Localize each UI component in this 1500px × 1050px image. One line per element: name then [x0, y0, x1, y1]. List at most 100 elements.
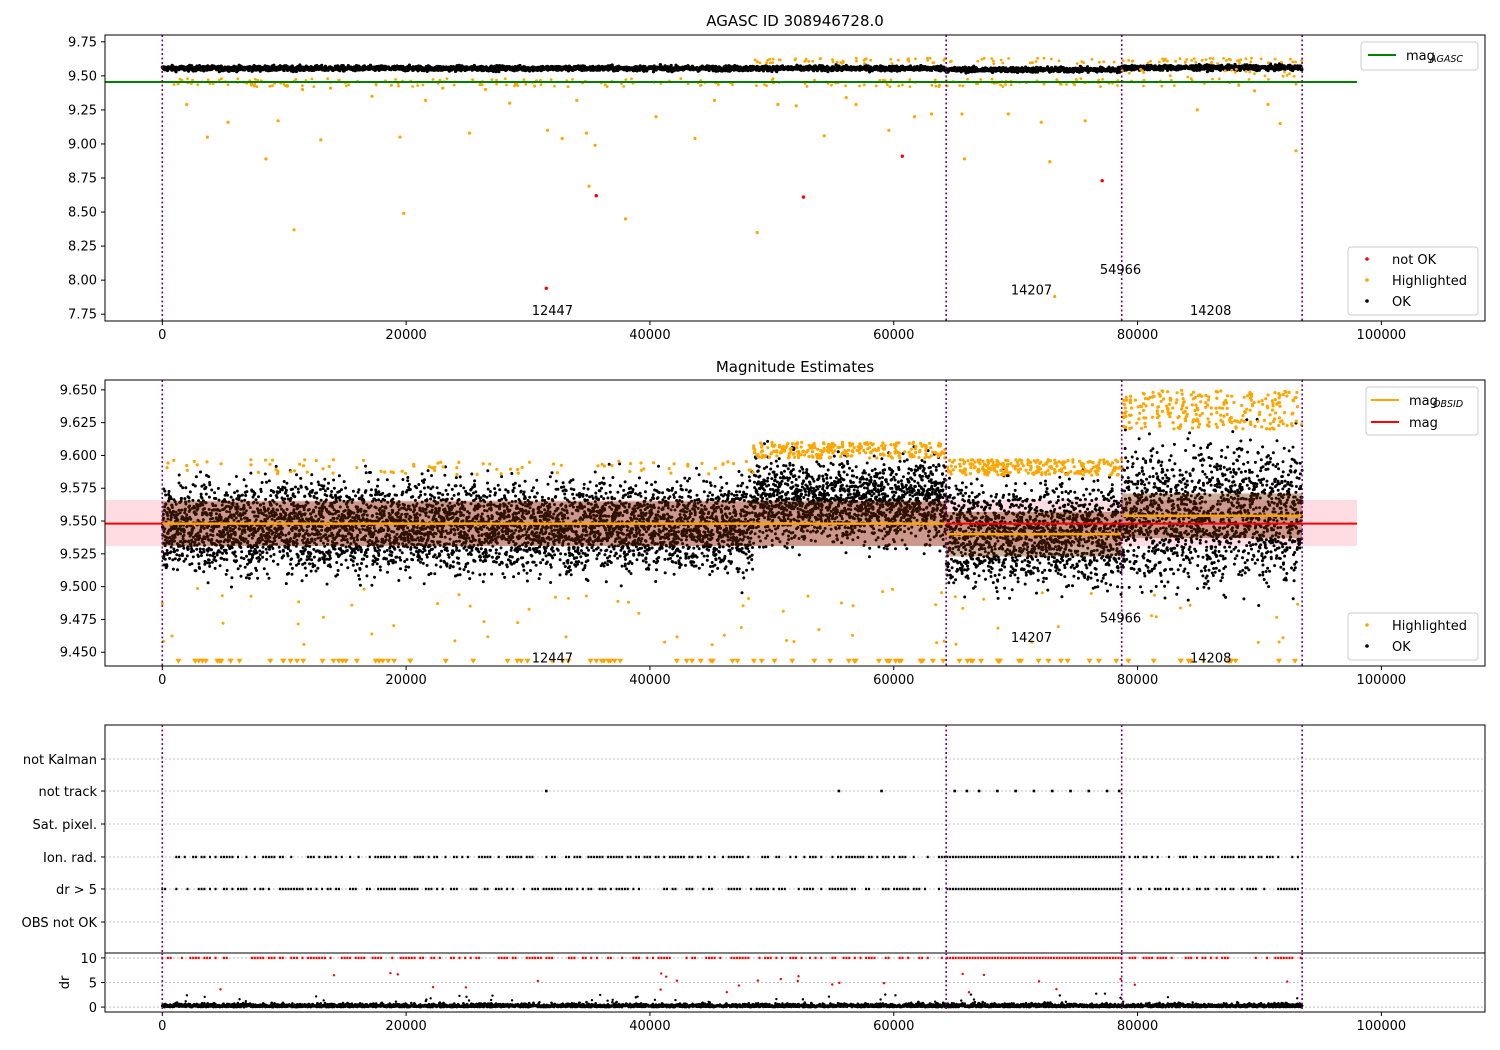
ok-point [217, 70, 221, 74]
ok-point [289, 562, 292, 566]
ok-point [268, 547, 271, 551]
ok-point [267, 576, 271, 580]
highlighted-point [926, 59, 930, 62]
ok-point [259, 490, 263, 493]
ok-point [193, 484, 197, 488]
highlighted-point [1174, 59, 1178, 63]
obsid-label: 14208 [1190, 304, 1231, 319]
ok-point [247, 576, 251, 580]
highlighted-point [1291, 60, 1295, 64]
ok-point [190, 562, 194, 566]
ok-point [224, 572, 228, 576]
ok-point [280, 488, 284, 492]
highlighted-point [1157, 60, 1161, 64]
highlighted-point [370, 94, 374, 98]
highlighted-point [1192, 57, 1196, 60]
highlighted-point [1235, 67, 1238, 71]
ok-point [168, 556, 172, 560]
highlighted-point [1001, 61, 1005, 65]
ok-point [235, 559, 238, 563]
highlighted-point [1249, 60, 1253, 64]
ok-point [169, 550, 173, 554]
ok-point [265, 480, 268, 484]
highlighted-point [539, 83, 543, 86]
highlighted-point [934, 84, 938, 88]
legend-mag-agasc-subscript: AGASC [1429, 54, 1463, 65]
highlighted-point [770, 78, 774, 82]
ok-point [291, 492, 295, 496]
ok-point [257, 495, 260, 499]
highlighted-point [1121, 59, 1125, 63]
ok-point [283, 497, 287, 501]
ok-point [248, 552, 251, 556]
ok-point [225, 558, 229, 562]
highlighted-point [1006, 112, 1010, 116]
ok-point [192, 549, 195, 553]
ok-point [1085, 65, 1090, 69]
ok-point [175, 553, 179, 557]
highlighted-point [513, 84, 516, 88]
highlighted-point [310, 77, 314, 81]
highlighted-point [630, 77, 633, 81]
legend-entry-label: OK [1392, 295, 1411, 310]
highlighted-point [445, 77, 449, 80]
highlighted-point [776, 102, 780, 107]
ok-point [188, 490, 192, 494]
agasc-xtick-label: 40000 [629, 328, 670, 343]
ok-point [194, 569, 198, 573]
highlighted-point [1057, 59, 1061, 63]
highlighted-point [854, 56, 858, 60]
highlighted-point [1250, 56, 1253, 60]
highlighted-point [1090, 57, 1094, 61]
ok-point [173, 550, 177, 553]
obsid-label: 12447 [532, 304, 573, 319]
ok-point [218, 564, 222, 568]
highlighted-point [855, 59, 858, 63]
ok-point [269, 494, 273, 498]
ok-point [297, 490, 300, 494]
ok-point [179, 496, 183, 500]
ok-point [216, 486, 220, 490]
highlighted-point [1244, 70, 1248, 73]
legend-point-swatch [1365, 278, 1369, 282]
highlighted-point [1127, 59, 1130, 62]
highlighted-point [1244, 57, 1248, 61]
ok-point [225, 551, 228, 555]
highlighted-point [1204, 58, 1208, 61]
highlighted-point [319, 138, 323, 142]
ok-point [249, 471, 253, 475]
ok-point [207, 475, 211, 479]
ok-point [296, 487, 300, 491]
highlighted-point [1075, 62, 1079, 65]
highlighted-point [1183, 61, 1187, 64]
not-ok-point [594, 194, 598, 198]
ok-point [198, 547, 202, 551]
highlighted-point [1237, 83, 1240, 87]
highlighted-point [605, 85, 609, 88]
ok-point [271, 547, 275, 550]
highlighted-point [1079, 77, 1083, 80]
highlighted-point [312, 85, 316, 88]
highlighted-point [276, 119, 280, 123]
ok-point [210, 488, 214, 492]
ok-point [202, 550, 206, 554]
highlighted-point [763, 83, 766, 86]
ok-point [293, 495, 297, 499]
ok-point [235, 489, 239, 493]
agasc-xtick-label: 80000 [1117, 328, 1158, 343]
ok-point [200, 496, 204, 500]
ok-point [234, 554, 238, 558]
highlighted-point [1116, 84, 1119, 87]
ok-point [213, 555, 217, 559]
highlighted-point [1210, 61, 1213, 65]
highlighted-point [268, 84, 272, 88]
highlighted-point [1288, 72, 1291, 76]
highlighted-point [1112, 60, 1116, 64]
ok-point [260, 481, 264, 484]
highlighted-point [252, 84, 256, 88]
ok-point [213, 566, 217, 570]
ok-point [253, 491, 257, 495]
ok-point [177, 473, 181, 477]
ok-point [185, 554, 189, 558]
ok-point [407, 63, 411, 67]
